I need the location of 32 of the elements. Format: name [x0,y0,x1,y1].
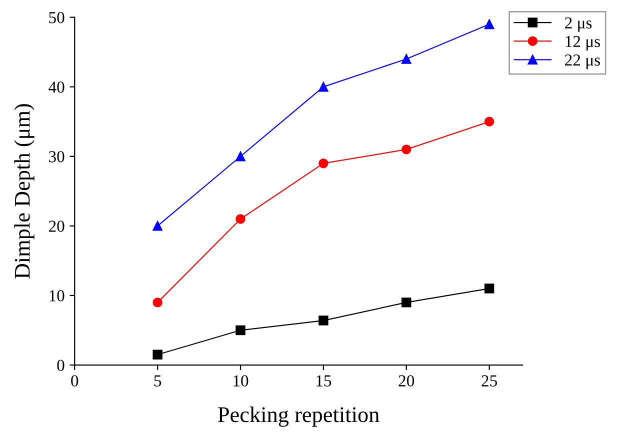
legend-label: 2 μs [565,17,592,32]
point [152,298,162,308]
point [236,214,246,224]
y-tick-label: 20 [48,220,64,232]
point [484,284,494,294]
y-tick-label: 40 [48,82,64,93]
legend-label: 22 μs [565,54,600,70]
point [152,350,162,360]
legend-label: 12 μs [566,36,600,50]
point [402,54,412,64]
y-tick-label: 10 [50,290,64,302]
point [402,144,412,154]
x-tick-label: 25 [482,375,497,386]
point [402,298,412,308]
point [236,325,246,336]
point [484,116,494,126]
point [318,158,328,168]
point [318,316,328,326]
x-tick-label: 20 [398,375,414,386]
y-axis-title: Dimple Depth (μm) [14,104,34,279]
point [152,221,162,231]
y-tick-label: 30 [49,151,64,162]
point [484,19,494,30]
x-tick-label: 5 [154,375,162,386]
x-tick-label: 10 [234,375,248,386]
point [318,82,328,92]
x-tick-label: 15 [316,375,332,386]
y-tick-label: 0 [57,360,64,371]
y-tick-label: 50 [49,12,64,24]
x-axis-title: Pecking repetition [218,406,380,427]
point [236,152,246,162]
x-tick-label: 0 [71,375,78,386]
